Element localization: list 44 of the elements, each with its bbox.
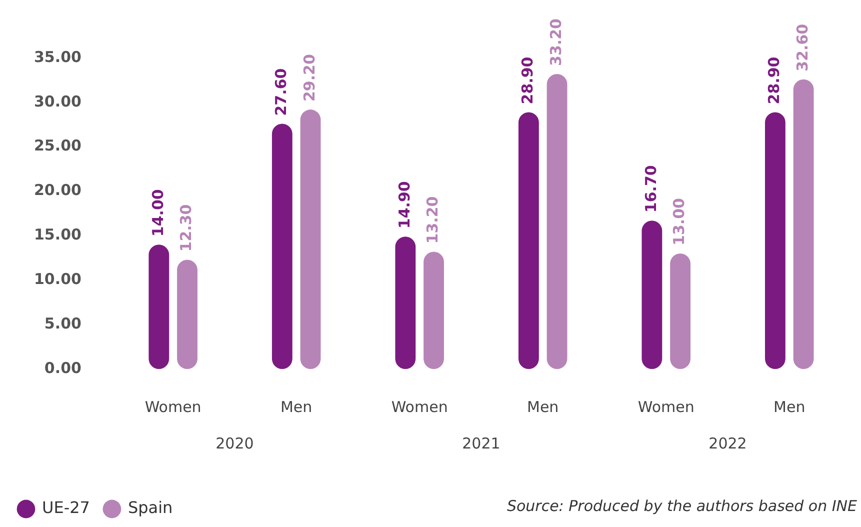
y-tick-label: 35.00	[34, 48, 82, 66]
text: 2021	[462, 434, 500, 452]
data-label: 33.20	[546, 18, 565, 66]
data-label: 28.90	[765, 56, 784, 104]
data-label: 16.70	[642, 165, 660, 213]
bar	[546, 74, 568, 369]
y-tick-label: 30.00	[34, 92, 82, 110]
x-tick-label: Men	[280, 398, 312, 416]
legend-label: Spain	[128, 498, 173, 518]
bar	[424, 252, 444, 369]
bar	[395, 236, 416, 369]
text: 2022	[708, 434, 747, 452]
x-tick-label: Women	[391, 398, 448, 416]
bar	[272, 124, 292, 369]
data-label: 29.20	[300, 54, 318, 102]
data-label: 28.90	[518, 56, 537, 104]
legend-label: UE-27	[42, 498, 90, 518]
data-label: 27.60	[272, 68, 290, 116]
data-label: 13.20	[424, 196, 442, 244]
text: 2020	[216, 434, 254, 452]
y-tick-label: 15.00	[34, 226, 82, 244]
bar	[670, 253, 690, 369]
bar	[300, 110, 321, 369]
bar	[518, 112, 539, 369]
x-tick-label: Women	[144, 398, 202, 416]
y-tick-label: 10.00	[34, 270, 82, 288]
x-tick-label: Men	[527, 398, 559, 416]
bar	[642, 220, 662, 369]
source-note: Source: Produced by the authors based on INE	[506, 496, 858, 515]
y-tick-label: 20.00	[34, 181, 82, 200]
data-label: 32.60	[793, 24, 812, 72]
data-label: 14.00	[148, 189, 167, 237]
y-tick-label: 0.00	[44, 358, 82, 377]
bar	[148, 244, 170, 369]
data-label: 13.00	[670, 198, 688, 246]
bar	[793, 79, 814, 369]
x-tick-label: Men	[774, 398, 806, 416]
y-tick-label: 5.00	[44, 314, 82, 332]
bar	[177, 260, 198, 369]
x-tick-label: Women	[638, 398, 694, 416]
y-tick-label: 25.00	[34, 136, 82, 155]
data-label: 12.30	[177, 204, 196, 252]
data-label: 14.90	[395, 181, 414, 229]
bar	[764, 112, 786, 369]
